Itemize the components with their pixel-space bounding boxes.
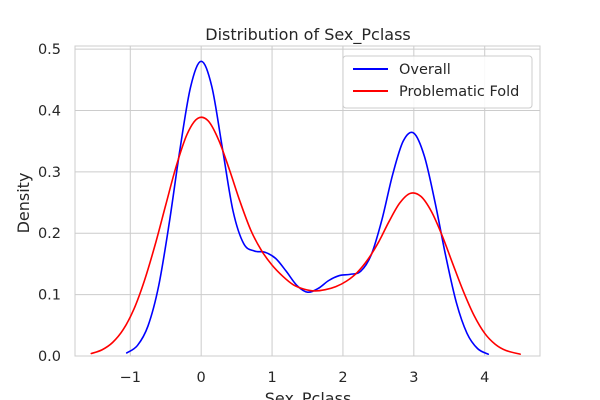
tick-layer: −1 0 1 2 3 4 0.0 0.1 0.2 0.3 0.4 0.5 [38, 42, 489, 386]
x-tick-label: −1 [120, 370, 141, 386]
series-line-problematic-fold [90, 116, 521, 355]
legend-box [342, 55, 533, 109]
x-tick-label: 1 [267, 370, 276, 386]
grid-layer [75, 46, 540, 357]
legend: Overall Problematic Fold [342, 55, 533, 109]
y-tick-label: 0.5 [38, 42, 61, 58]
x-tick-label: 3 [409, 370, 418, 386]
legend-label-overall: Overall [399, 62, 451, 78]
y-tick-label: 0.2 [38, 226, 61, 242]
y-tick-label: 0.4 [38, 103, 61, 119]
x-tick-label: 2 [338, 370, 347, 386]
series-layer [90, 60, 521, 355]
chart-title: Distribution of Sex_Pclass [205, 25, 411, 45]
y-tick-label: 0.1 [38, 288, 61, 304]
x-axis-label: Sex_Pclass [265, 389, 352, 400]
y-axis-label: Density [14, 173, 33, 234]
x-tick-label: 0 [197, 370, 206, 386]
x-tick-label: 4 [480, 370, 489, 386]
series-line-overall [125, 60, 490, 355]
y-tick-label: 0.3 [38, 165, 61, 181]
y-tick-label: 0.0 [38, 349, 61, 365]
legend-label-problematic-fold: Problematic Fold [399, 84, 519, 100]
